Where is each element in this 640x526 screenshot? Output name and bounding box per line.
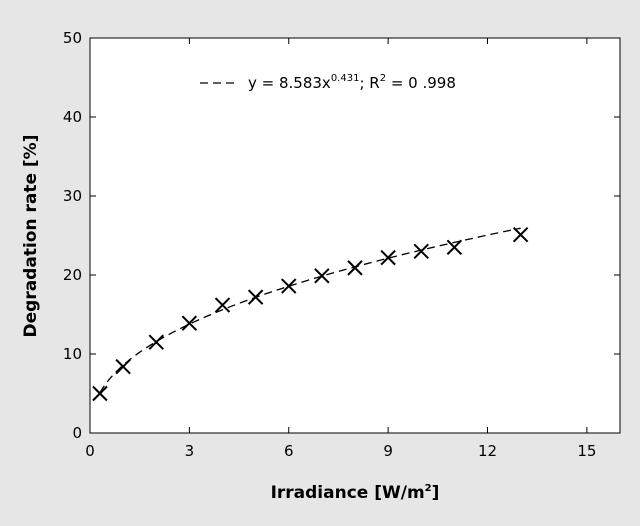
x-tick-label: 0 [85, 442, 95, 460]
y-tick-label: 10 [63, 345, 82, 363]
data-point [181, 315, 198, 331]
data-point-stroke [446, 239, 463, 256]
eq-exponent: 0.431 [331, 73, 360, 84]
data-point-stroke [380, 249, 396, 266]
data-point [214, 297, 231, 313]
x-axis-title-sup: 2 [425, 483, 432, 494]
data-point [512, 227, 529, 243]
data-point [247, 289, 264, 305]
y-tick-label: 30 [63, 187, 82, 205]
data-point [347, 260, 363, 276]
data-point-stroke [347, 260, 363, 276]
data-point-stroke [92, 385, 108, 402]
x-tick-label: 9 [383, 442, 393, 460]
y-tick-label: 40 [63, 108, 82, 126]
axes: 0 3 6 9 12 15 0 10 20 30 40 50 [63, 29, 620, 460]
data-point [92, 385, 108, 402]
eq-r-sup: 2 [380, 73, 386, 84]
x-axis-title: Irradiance [W/m2] [271, 483, 440, 503]
eq-mid: ; R [359, 74, 379, 92]
data-point [281, 278, 297, 294]
data-point [314, 268, 330, 284]
eq-suffix: = 0 .998 [386, 74, 456, 92]
plot-area [89, 37, 621, 434]
data-point-stroke [413, 243, 429, 260]
points-layer [92, 227, 529, 402]
x-tick-label: 3 [185, 442, 195, 460]
data-point-stroke [214, 297, 231, 313]
data-point-stroke [314, 268, 330, 284]
x-tick-label: 12 [478, 442, 497, 460]
y-tick-label: 20 [63, 266, 82, 284]
data-point [413, 243, 429, 260]
data-point-stroke [247, 289, 264, 305]
x-tick-label: 15 [577, 442, 596, 460]
x-axis-title-end: ] [432, 483, 440, 503]
fit-curve [99, 227, 521, 393]
y-tick-label: 50 [63, 29, 82, 47]
data-point [446, 239, 463, 256]
y-axis-title: Degradation rate [%] [21, 135, 41, 338]
fit-equation: y = 8.583x0.431; R2 = 0 .998 [248, 73, 456, 92]
x-tick-label: 6 [284, 442, 294, 460]
x-axis-title-main: Irradiance [W/m [271, 483, 425, 503]
data-point-stroke [181, 315, 198, 331]
y-tick-label: 0 [72, 424, 82, 442]
data-point [115, 358, 131, 375]
fit-layer [99, 227, 521, 393]
data-point-stroke [115, 358, 131, 375]
data-point [380, 249, 396, 266]
data-point-stroke [512, 227, 529, 243]
eq-prefix: y = 8.583x [248, 74, 331, 92]
data-point [148, 334, 164, 350]
legend: y = 8.583x0.431; R2 = 0 .998 [200, 73, 456, 92]
data-point-stroke [281, 278, 297, 294]
data-point-stroke [148, 334, 164, 350]
